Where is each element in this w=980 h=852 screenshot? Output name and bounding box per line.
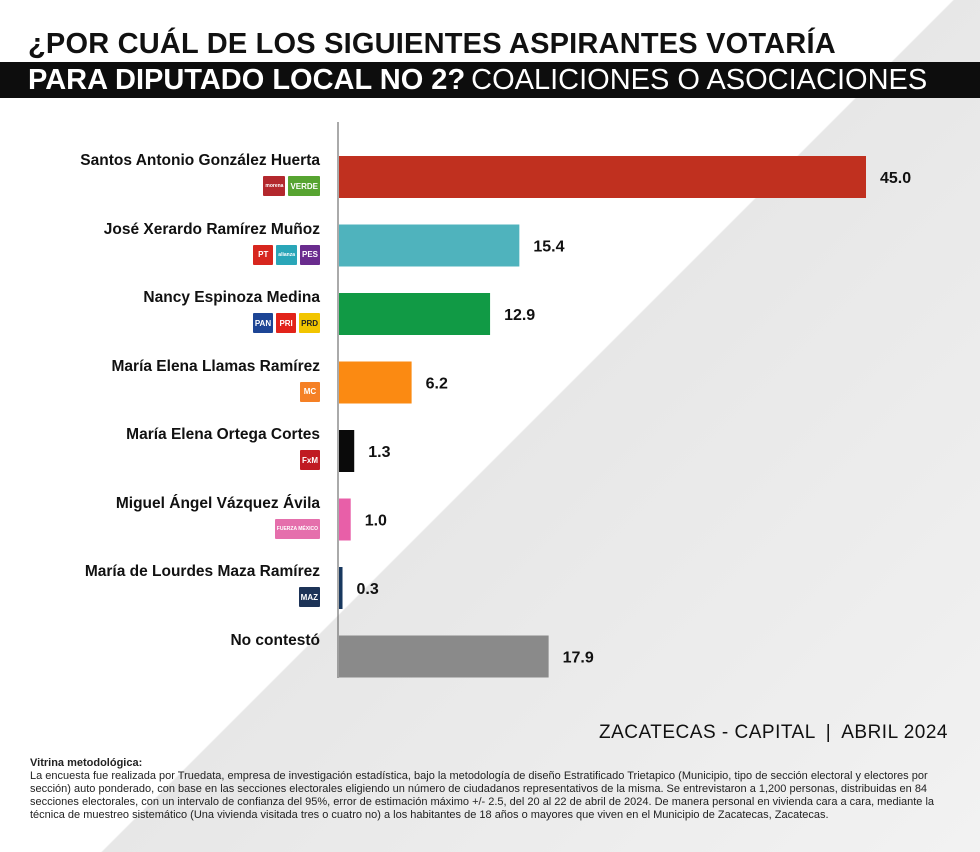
bar-value-label-8: 17.9	[563, 650, 594, 667]
party-logos-2: PT alianza PES	[253, 244, 320, 265]
bar-value-label-3: 12.9	[504, 307, 535, 324]
footer-separator: |	[825, 722, 832, 743]
pes-logo: PES	[299, 244, 320, 265]
pan-logo: PAN	[252, 313, 274, 333]
bar-value-label-2: 15.4	[533, 239, 564, 256]
bar-3	[339, 293, 491, 335]
candidate-name-2: José Xerardo Ramírez Muñoz	[103, 220, 320, 238]
candidate-name-3: Nancy Espinoza Medina	[143, 289, 320, 306]
chart-title-line1: ¿POR CUÁL DE LOS SIGUIENTES ASPIRANTES V…	[28, 28, 836, 60]
bar-1	[339, 156, 866, 198]
bar-7	[339, 567, 343, 609]
maz-logo: MAZ	[298, 587, 320, 607]
party-logos-3: PAN PRI PRD	[252, 313, 320, 333]
title-subtitle: COALICIONES O ASOCIACIONES	[471, 64, 928, 96]
bar-value-label-1: 45.0	[880, 170, 911, 187]
candidate-name-7: María de Lourdes Maza Ramírez	[84, 563, 320, 580]
bar-value-label-4: 6.2	[426, 376, 448, 393]
chart-title-line2: PARA DIPUTADO LOCAL NO 2? COALICIONES O A…	[28, 62, 927, 98]
footer-date: ABRIL 2024	[841, 722, 948, 743]
bar-8	[339, 635, 549, 678]
bar-chart: 45.0 15.4 12.9 6.2 1.3 1.0 0.3 17.9	[337, 122, 911, 678]
party-logos-5: FxM	[300, 450, 320, 470]
prd-logo: PRD	[299, 313, 320, 333]
verde-logo: VERDE	[288, 176, 320, 196]
methodology-note: Vitrina metodológica: La encuesta fue re…	[30, 757, 952, 822]
bar-5	[339, 430, 355, 472]
bar-value-label-6: 1.0	[365, 513, 387, 530]
methodology-title: Vitrina metodológica:	[30, 757, 143, 769]
alianza-logo: alianza	[276, 244, 297, 265]
candidate-name-5: María Elena Ortega Cortes	[126, 426, 320, 443]
title-question: PARA DIPUTADO LOCAL NO 2?	[28, 64, 466, 96]
methodology-text: La encuesta fue realizada por Truedata, …	[30, 770, 935, 821]
candidate-name-1: Santos Antonio González Huerta	[80, 152, 320, 169]
party-logos-1: morena VERDE	[263, 176, 320, 196]
bar-6	[339, 498, 351, 541]
footer-location: ZACATECAS - CAPITAL	[599, 722, 816, 743]
fuerza-mexico-logo: FUERZA MÉXICO	[274, 518, 320, 539]
candidate-name-4: María Elena Llamas Ramírez	[111, 357, 321, 375]
party-logos-6: FUERZA MÉXICO	[274, 518, 320, 539]
bar-value-label-7: 0.3	[357, 581, 379, 598]
pri-logo: PRI	[276, 313, 297, 333]
footer-location-date: ZACATECAS - CAPITAL | ABRIL 2024	[599, 722, 948, 744]
bar-value-label-5: 1.3	[368, 444, 390, 461]
candidate-name-8: No contestó	[230, 631, 320, 649]
morena-logo: morena	[263, 176, 286, 196]
party-logos-4: MC	[300, 381, 320, 402]
title-band	[0, 62, 980, 98]
bar-2	[339, 224, 520, 267]
fxm-logo: FxM	[300, 450, 320, 470]
party-logos-7: MAZ	[298, 587, 320, 607]
movimiento-ciudadano-logo: MC	[300, 381, 320, 402]
bar-4	[339, 361, 412, 404]
candidate-name-6: Miguel Ángel Vázquez Ávila	[115, 494, 320, 512]
pt-logo: PT	[253, 244, 274, 265]
